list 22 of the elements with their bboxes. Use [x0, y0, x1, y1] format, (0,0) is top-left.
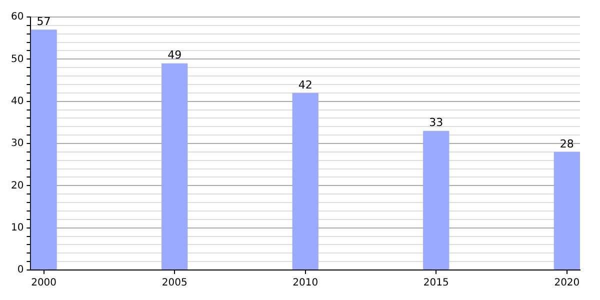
data-label: 49 — [168, 48, 182, 62]
bar — [30, 30, 57, 270]
x-tick-label: 2010 — [292, 278, 318, 289]
y-tick-label: 30 — [10, 138, 24, 150]
bar — [162, 63, 188, 270]
x-tick-label: 2000 — [31, 278, 57, 289]
y-tick-label: 0 — [17, 264, 24, 276]
y-tick-label: 40 — [10, 96, 24, 107]
y-tick-label: 20 — [10, 180, 24, 192]
x-tick-label: 2005 — [162, 278, 188, 289]
x-tick-label: 2015 — [423, 278, 449, 289]
data-label: 28 — [560, 137, 574, 150]
data-label: 42 — [298, 78, 312, 92]
bar — [292, 92, 318, 270]
bar — [554, 152, 580, 270]
data-label: 33 — [429, 116, 444, 130]
y-tick-label: 60 — [10, 12, 24, 23]
bar — [423, 130, 450, 270]
y-tick-label: 10 — [10, 222, 24, 234]
y-tick-label: 50 — [10, 54, 24, 65]
data-label: 57 — [36, 15, 51, 28]
x-tick-label: 2020 — [554, 278, 580, 289]
